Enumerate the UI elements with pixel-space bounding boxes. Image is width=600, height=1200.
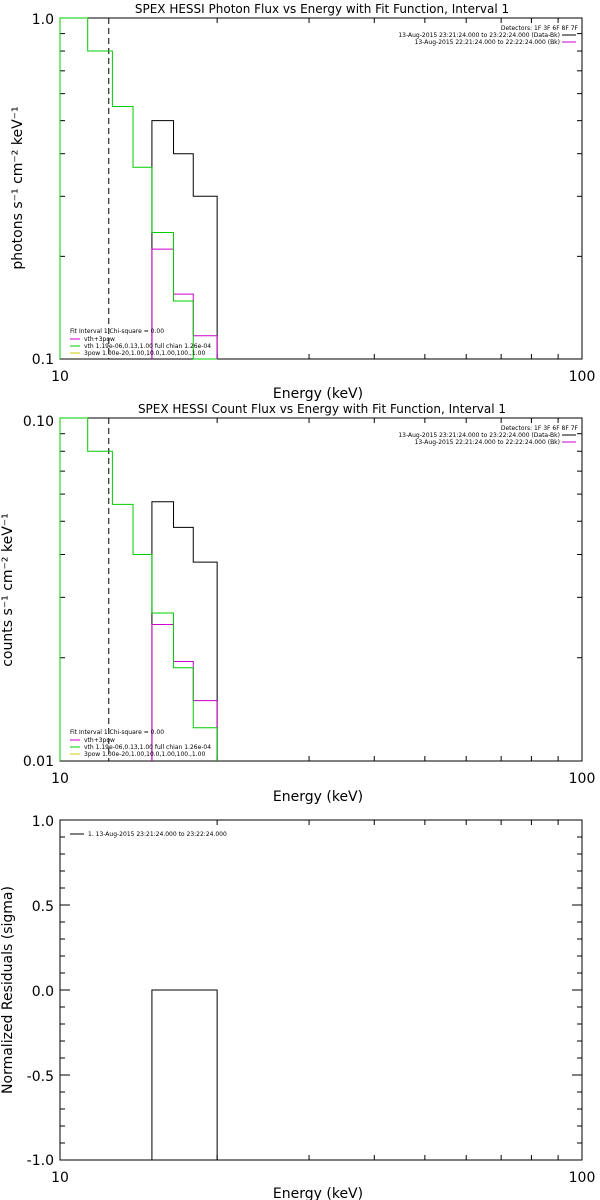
photon-detectors-label: Detectors: 1F 3F 6F 8F 7F	[501, 25, 579, 32]
count-y-tick-top: 0.10	[23, 414, 54, 430]
photon-plot-area	[59, 17, 583, 360]
count-series	[59, 417, 218, 761]
residuals-series	[151, 989, 218, 1160]
photon-y-axis-title: photons s⁻¹ cm⁻² keV⁻¹	[10, 106, 26, 269]
count-detectors-label: Detectors: 1F 3F 6F 8F 7F	[501, 425, 579, 432]
count-3pow-label: 3pow 1.00e-20,1.00,10.0,1.00,100.,1.00	[84, 751, 205, 758]
residuals-y-tick-neg-1: -1.0	[27, 1153, 54, 1169]
count-title: SPEX HESSI Count Flux vs Energy with Fit…	[138, 402, 506, 416]
count-data-time-label: 13-Aug-2015 23:21:24.000 to 23:22:24.000…	[398, 432, 560, 439]
count-y-tick-bottom: 0.01	[23, 754, 54, 770]
residuals-x-axis-title: Energy (keV)	[273, 1186, 363, 1200]
series-bk	[151, 624, 218, 761]
residuals-legend-label: 1. 13-Aug-2015 23:21:24.000 to 23:22:24.…	[88, 831, 227, 838]
residuals-y-axis-title: Normalized Residuals (sigma)	[0, 886, 16, 1094]
photon-title: SPEX HESSI Photon Flux vs Energy with Fi…	[135, 2, 509, 16]
residuals-plot-area	[59, 819, 583, 1161]
series-vth-3pow	[59, 17, 218, 360]
count-x-axis-title: Energy (keV)	[273, 789, 363, 805]
photon-vthpow-label: vth+3pow	[84, 336, 115, 343]
count-y-axis-title: counts s⁻¹ cm⁻² keV⁻¹	[0, 513, 16, 667]
count-fit-interval-label: Fit Interval 1 Chi-square = 0.00	[70, 729, 164, 736]
residuals-y-tick-0-5: 0.5	[32, 899, 54, 915]
residual-series-1-13-aug-2015-23-21-24-000-to-23-22-24-000	[151, 989, 218, 1160]
residuals-y-tick-neg-0-5: -0.5	[27, 1069, 54, 1085]
count-x-tick-10: 10	[51, 771, 69, 787]
residuals-panel: 1.0 0.5 0.0 -0.5 -1.0 10 100 Energy (keV…	[0, 814, 595, 1200]
photon-x-tick-10: 10	[51, 369, 69, 385]
count-bk-time-label: 13-Aug-2015 22:21:24.000 to 22:22:24.000…	[415, 439, 560, 446]
residuals-tick-marks	[59, 819, 583, 1161]
count-vthpow-label: vth+3pow	[84, 737, 115, 744]
series-vth-3pow	[59, 417, 218, 761]
photon-fit-interval-label: Fit Interval 1 Chi-square = 0.00	[70, 328, 164, 335]
photon-vth-label: vth 1.19e-06,0.13,1.00 full chian 1.26e-…	[84, 343, 211, 350]
photon-x-tick-100: 100	[569, 369, 596, 385]
residuals-y-tick-1: 1.0	[32, 814, 54, 830]
photon-y-tick-top: 1.0	[32, 12, 54, 28]
residuals-y-tick-0: 0.0	[32, 984, 54, 1000]
series-data-bk	[151, 120, 218, 359]
count-x-tick-100: 100	[569, 771, 596, 787]
series-data-bk	[151, 501, 218, 761]
series-bk	[151, 248, 218, 359]
photon-bk-time-label: 13-Aug-2015 22:21:24.000 to 22:22:24.000…	[415, 39, 560, 46]
count-plot-area	[59, 417, 583, 762]
residuals-x-tick-100: 100	[569, 1170, 596, 1186]
photon-y-tick-bottom: 0.1	[32, 352, 54, 368]
count-vth-label: vth 1.19e-06,0.13,1.00 full chian 1.26e-…	[84, 744, 211, 751]
count-flux-panel: SPEX HESSI Count Flux vs Energy with Fit…	[0, 402, 595, 805]
count-tick-marks	[59, 417, 583, 762]
photon-3pow-label: 3pow 1.00e-20,1.00,10.0,1.00,100.,1.00	[84, 350, 205, 357]
residuals-x-tick-10: 10	[51, 1170, 69, 1186]
photon-x-axis-title: Energy (keV)	[273, 386, 363, 402]
photon-tick-marks	[59, 17, 583, 360]
photon-flux-panel: SPEX HESSI Photon Flux vs Energy with Fi…	[10, 2, 595, 402]
photon-series	[59, 17, 218, 360]
photon-data-time-label: 13-Aug-2015 23:21:24.000 to 23:22:24.000…	[398, 32, 560, 39]
